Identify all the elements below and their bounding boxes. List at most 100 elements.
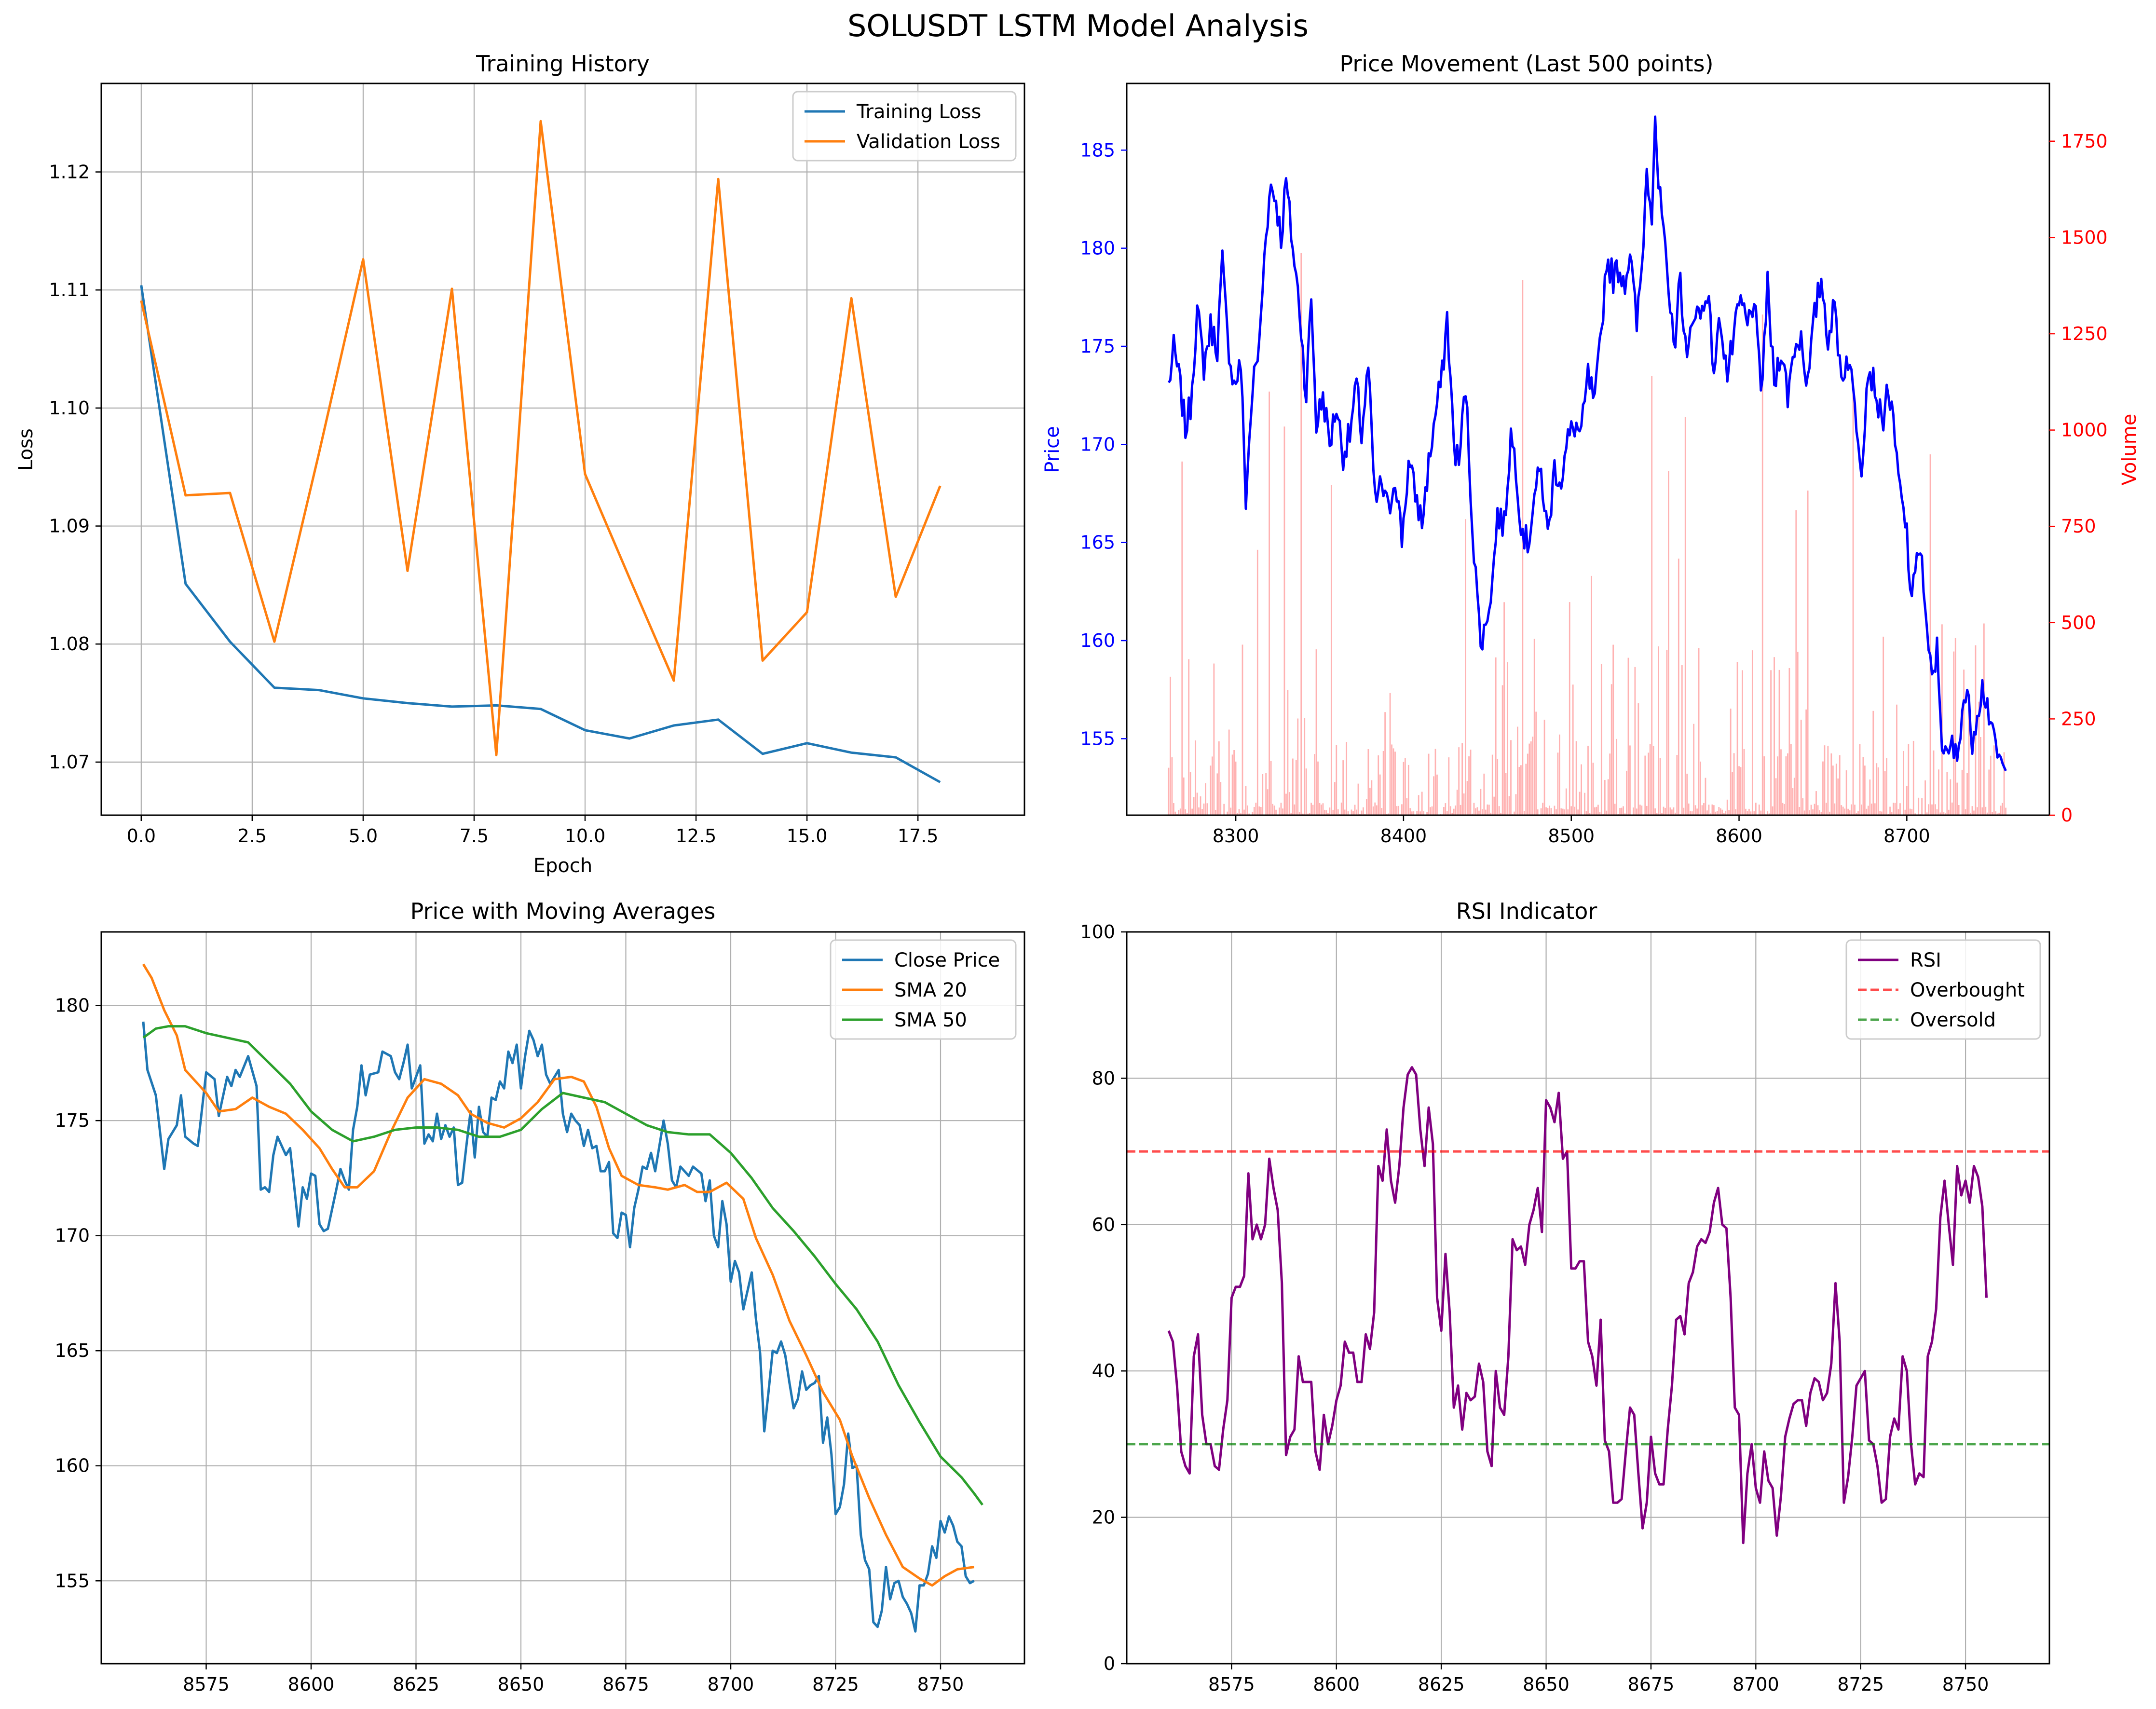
x-tick-label: 8625 bbox=[1418, 1674, 1465, 1695]
volume-bar bbox=[1800, 720, 1802, 815]
volume-bar bbox=[1661, 813, 1663, 815]
volume-bar bbox=[1527, 753, 1528, 815]
volume-bar bbox=[1681, 665, 1683, 815]
y-tick-label: 160 bbox=[1080, 630, 1115, 651]
volume-bar bbox=[1363, 807, 1364, 815]
volume-bar bbox=[1926, 812, 1928, 815]
legend-box bbox=[1845, 939, 2041, 1040]
volume-bar bbox=[1269, 391, 1270, 815]
volume-bar bbox=[1849, 810, 1851, 815]
legend-box bbox=[792, 91, 1017, 162]
volume-bar bbox=[1430, 807, 1431, 815]
x-tick-label: 8675 bbox=[602, 1674, 649, 1695]
volume-bar bbox=[1468, 756, 1470, 815]
series-sma-50 bbox=[142, 1025, 984, 1506]
volume-bar bbox=[1637, 703, 1639, 815]
volume-bar bbox=[1803, 810, 1805, 815]
volume-bar bbox=[1307, 813, 1309, 815]
volume-bar bbox=[1381, 808, 1383, 815]
volume-bar bbox=[1710, 813, 1711, 815]
training-history-y-label: Loss bbox=[15, 428, 37, 471]
volume-bar bbox=[1344, 809, 1346, 815]
training-history-x-label: Epoch bbox=[533, 855, 592, 877]
volume-bar bbox=[1436, 774, 1438, 815]
rsi-x-ticks: 8575 8600 8625 8650 8675 8700 8725 8750 bbox=[1208, 1664, 1989, 1695]
y-tick-label: 20 bbox=[1092, 1507, 1115, 1528]
legend-label-validation-loss: Validation Loss bbox=[857, 131, 1000, 153]
volume-bar bbox=[1500, 813, 1502, 815]
volume-bar bbox=[1214, 809, 1216, 815]
volume-bar bbox=[1713, 805, 1715, 815]
volume-bar bbox=[1761, 314, 1763, 815]
volume-bar bbox=[1179, 808, 1181, 815]
y-tick-label: 165 bbox=[1080, 532, 1115, 553]
volume-bar bbox=[1977, 807, 1978, 815]
volume-bar bbox=[1911, 809, 1913, 815]
x-tick-label: 8725 bbox=[1837, 1674, 1884, 1695]
x-tick-label: 8675 bbox=[1628, 1674, 1675, 1695]
volume-bar bbox=[1658, 646, 1659, 815]
volume-bar bbox=[1329, 807, 1331, 815]
volume-bar bbox=[1700, 761, 1701, 815]
volume-bar bbox=[1213, 663, 1215, 815]
volume-bar bbox=[1691, 811, 1693, 815]
volume-bar bbox=[1423, 811, 1425, 815]
volume-bar bbox=[1837, 778, 1839, 815]
volume-bar bbox=[1205, 783, 1206, 815]
volume-bar bbox=[1619, 808, 1621, 815]
volume-bar bbox=[1723, 813, 1725, 815]
legend-label-oversold: Oversold bbox=[1910, 1009, 1996, 1031]
volume-bar bbox=[1554, 806, 1556, 815]
volume-bar bbox=[1908, 744, 1910, 815]
volume-bar bbox=[1979, 737, 1981, 815]
volume-bar bbox=[1676, 755, 1678, 815]
volume-bar bbox=[1530, 741, 1532, 815]
volume-bar bbox=[1904, 809, 1906, 815]
volume-bar bbox=[1233, 750, 1235, 815]
volume-bar bbox=[1912, 740, 1914, 815]
y-tick-label: 80 bbox=[1092, 1067, 1115, 1089]
volume-bar bbox=[1498, 806, 1500, 815]
volume-bar bbox=[1334, 782, 1336, 815]
volume-bar bbox=[1768, 813, 1770, 815]
volume-bar bbox=[1235, 761, 1237, 815]
x-tick-label: 7.5 bbox=[460, 825, 489, 847]
volume-bar bbox=[1889, 807, 1891, 815]
legend-box bbox=[830, 939, 1017, 1040]
volume-bar bbox=[1599, 812, 1601, 815]
volume-bar bbox=[1790, 744, 1792, 815]
volume-bar bbox=[1189, 772, 1191, 815]
y-tick-label: 155 bbox=[55, 1570, 90, 1591]
volume-bar bbox=[1455, 805, 1457, 815]
y-tick-label: 160 bbox=[55, 1455, 90, 1477]
volume-bar bbox=[1203, 803, 1205, 815]
volume-bar bbox=[1834, 803, 1836, 815]
y-tick-label: 1.11 bbox=[49, 279, 90, 301]
panel-rsi: RSI Indicator 8575 8600 8625 8650 8675 8700 87… bbox=[1080, 898, 2050, 1695]
volume-bar bbox=[1453, 808, 1455, 815]
volume-bar bbox=[1684, 417, 1686, 815]
volume-bar bbox=[1170, 676, 1171, 815]
rsi-legend: RSI Overbought Oversold bbox=[1845, 939, 2041, 1040]
volume-bar bbox=[1852, 391, 1854, 815]
volume-bar bbox=[1809, 810, 1811, 815]
volume-bar bbox=[1827, 746, 1829, 815]
volume-bar bbox=[1275, 809, 1277, 815]
volume-bar bbox=[1558, 734, 1560, 815]
y-tick-label: 185 bbox=[1080, 139, 1115, 161]
volume-bar bbox=[1183, 777, 1185, 815]
volume-bar bbox=[1379, 774, 1381, 815]
volume-bar bbox=[1817, 805, 1819, 815]
y-tick-label: 1.08 bbox=[49, 633, 90, 655]
volume-bar bbox=[1944, 813, 1946, 815]
volume-bar bbox=[1245, 786, 1247, 815]
volume-bar bbox=[1844, 808, 1846, 815]
x-tick-label: 8700 bbox=[1733, 1674, 1779, 1695]
volume-bar bbox=[1347, 811, 1349, 815]
volume-bar bbox=[1856, 813, 1857, 815]
volume-bar bbox=[1434, 749, 1436, 815]
volume-bar bbox=[1304, 718, 1306, 815]
volume-bar bbox=[1918, 797, 1920, 815]
volume-bar bbox=[1550, 808, 1552, 815]
y-tick-label-right: 1000 bbox=[2061, 420, 2108, 441]
